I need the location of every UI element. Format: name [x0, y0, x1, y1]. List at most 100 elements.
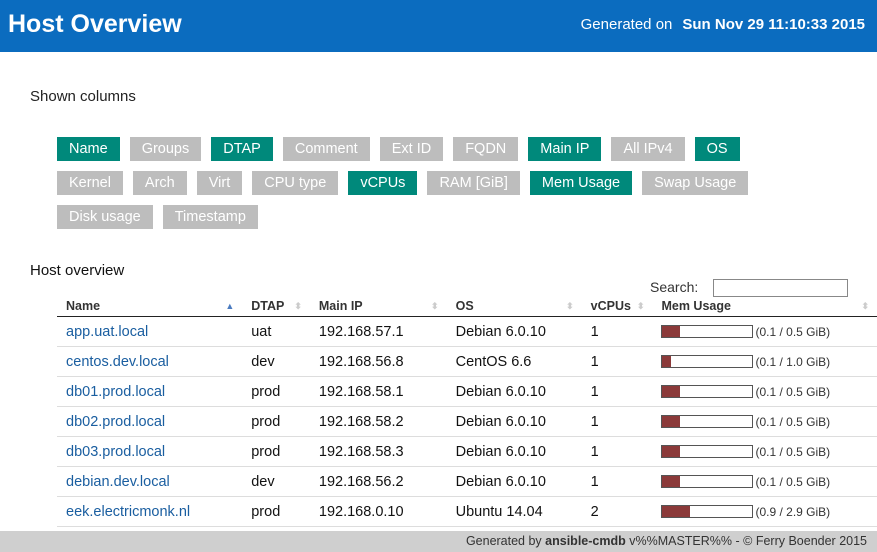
generated-label: Generated on: [580, 16, 673, 33]
host-row: debian.dev.local dev 192.168.56.2 Debian 6.…: [57, 466, 877, 497]
sort-arrow: ▲: [225, 301, 235, 311]
cell-dtap: prod: [242, 436, 310, 467]
host-link[interactable]: app.uat.local: [66, 323, 149, 340]
column-toggle[interactable]: RAM [GiB]: [427, 171, 520, 195]
column-toggle[interactable]: FQDN: [453, 137, 519, 161]
cell: db03.prod.local: [57, 436, 243, 467]
host-link[interactable]: db03.prod.local: [66, 443, 166, 460]
cell-mem: (0.1 / 1.0 GiB): [652, 346, 877, 377]
cell-mem: (0.1 / 0.5 GiB): [652, 436, 877, 467]
generated: Generated on Sun Nov 29 11:10:33 2015: [581, 16, 865, 33]
mem-label: (0.1 / 0.5 GiB): [755, 414, 831, 429]
column-toggle[interactable]: DTAP: [211, 137, 273, 161]
cell-ip: 192.168.58.2: [309, 406, 447, 437]
cell-vcpus: 2: [581, 496, 653, 527]
cell-dtap: dev: [242, 466, 310, 497]
column-header[interactable]: Name ▲: [57, 296, 243, 317]
mem-label: (0.1 / 0.5 GiB): [755, 474, 831, 489]
mem-label: (0.1 / 0.5 GiB): [755, 384, 831, 399]
cell-mem: (0.1 / 0.5 GiB): [652, 376, 877, 407]
mem-fill: [662, 386, 681, 398]
cell-mem: (0.1 / 0.5 GiB): [652, 316, 877, 347]
sort-arrow: ⬍: [294, 301, 302, 311]
cell-os: Ubuntu 14.04: [446, 496, 582, 527]
cell-ip: 192.168.58.3: [309, 436, 447, 467]
header-label: Main IP: [318, 299, 363, 313]
host-row: db03.prod.local prod 192.168.58.3 Debian 6.…: [57, 436, 877, 467]
column-toggle[interactable]: Swap Usage: [642, 171, 749, 195]
cell-vcpus: 1: [581, 346, 653, 377]
header: Host Overview Generated on Sun Nov 29 11:…: [0, 0, 877, 52]
cell-os: Debian 6.0.10: [446, 406, 582, 437]
header-label: Name: [66, 299, 101, 313]
mem-label: (0.1 / 1.0 GiB): [755, 354, 831, 369]
sort-arrow: ⬍: [861, 301, 869, 311]
sort-arrow: ⬍: [566, 301, 574, 311]
cell-dtap: prod: [242, 406, 310, 437]
column-toggle[interactable]: Kernel: [57, 171, 123, 195]
cell-vcpus: 1: [581, 436, 653, 467]
cell: centos.dev.local: [57, 346, 243, 377]
host-row: eek.electricmonk.nl prod 192.168.0.10 Ubunt…: [57, 496, 877, 527]
column-toggle[interactable]: Arch: [132, 171, 187, 195]
column-header[interactable]: Mem Usage ⬍: [652, 296, 877, 317]
footer: Generated by ansible-cmdb v%%MASTER%% - …: [0, 531, 877, 552]
column-toggle[interactable]: Groups: [129, 137, 202, 161]
host-link[interactable]: debian.dev.local: [66, 473, 170, 490]
cell-ip: 192.168.58.1: [309, 376, 447, 407]
mem-fill: [662, 326, 681, 338]
column-toggle[interactable]: Name: [57, 137, 120, 161]
cell-ip: 192.168.57.1: [309, 316, 447, 347]
column-header[interactable]: OS ⬍: [446, 296, 582, 317]
column-toggle[interactable]: Disk usage: [57, 205, 153, 229]
mem-fill: [662, 446, 681, 458]
column-buttons: Name Groups DTAP Comment Ext ID FQDN Main IP Al…: [57, 137, 797, 229]
cell-os: Debian 6.0.10: [446, 436, 582, 467]
footer-tool: ansible-cmdb: [545, 534, 626, 548]
column-toggle[interactable]: Ext ID: [379, 137, 444, 161]
column-header[interactable]: vCPUs ⬍: [581, 296, 653, 317]
cell-os: Debian 6.0.10: [446, 466, 582, 497]
column-header[interactable]: Main IP ⬍: [309, 296, 447, 317]
cell-vcpus: 1: [581, 316, 653, 347]
host-link[interactable]: db01.prod.local: [66, 383, 166, 400]
mem-bar: [661, 505, 754, 519]
column-toggle[interactable]: OS: [694, 137, 740, 161]
mem-label: (0.9 / 2.9 GiB): [755, 504, 831, 519]
mem-bar: [661, 325, 754, 339]
mem-fill: [662, 356, 672, 368]
cell-os: Debian 6.0.10: [446, 316, 582, 347]
column-toggle[interactable]: Mem Usage: [529, 171, 633, 195]
mem-bar: [661, 475, 754, 489]
generated-date: Sun Nov 29 11:10:33 2015: [682, 16, 865, 33]
host-row: centos.dev.local dev 192.168.56.8 CentOS 6.…: [57, 346, 877, 377]
column-toggle[interactable]: Virt: [196, 171, 243, 195]
mem-bar: [661, 415, 754, 429]
cell-dtap: prod: [242, 496, 310, 527]
search-input[interactable]: [713, 279, 848, 297]
column-toggle[interactable]: Main IP: [528, 137, 602, 161]
host-link[interactable]: eek.electricmonk.nl: [66, 503, 191, 520]
host-table: Name ▲ DTAP ⬍ Main IP ⬍ OS ⬍ vCPUs ⬍ Mem Usage ⬍ app…: [57, 296, 877, 527]
host-row: app.uat.local uat 192.168.57.1 Debian 6.0.1…: [57, 316, 877, 347]
header-label: DTAP: [251, 299, 285, 313]
host-link[interactable]: centos.dev.local: [66, 353, 169, 370]
column-toggle[interactable]: All IPv4: [611, 137, 685, 161]
footer-text: Generated by ansible-cmdb v%%MASTER%% - …: [466, 534, 867, 548]
sort-arrow: ⬍: [636, 301, 645, 311]
cell-dtap: prod: [242, 376, 310, 407]
column-toggle[interactable]: Comment: [282, 137, 370, 161]
column-header[interactable]: DTAP ⬍: [242, 296, 310, 317]
cell: db01.prod.local: [57, 376, 243, 407]
column-toggle[interactable]: vCPUs: [348, 171, 418, 195]
cell-vcpus: 1: [581, 406, 653, 437]
cell-vcpus: 1: [581, 466, 653, 497]
host-link[interactable]: db02.prod.local: [66, 413, 166, 430]
cell-mem: (0.9 / 2.9 GiB): [652, 496, 877, 527]
column-toggle[interactable]: Timestamp: [162, 205, 258, 229]
header-row: Name ▲ DTAP ⬍ Main IP ⬍ OS ⬍ vCPUs ⬍ Mem Usage ⬍: [57, 296, 877, 317]
column-toggle[interactable]: CPU type: [252, 171, 339, 195]
host-row: db01.prod.local prod 192.168.58.1 Debian 6.…: [57, 376, 877, 407]
footer-prefix: Generated by: [465, 534, 542, 548]
